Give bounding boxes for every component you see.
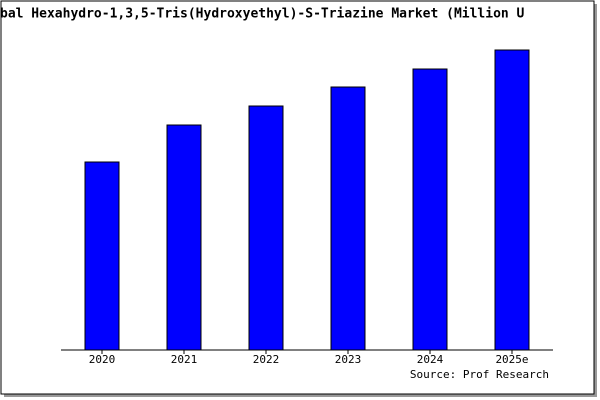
x-tick-label: 2023 [335, 353, 362, 366]
x-tick-label: 2020 [89, 353, 116, 366]
bar [412, 68, 448, 351]
x-tick-label: 2021 [171, 353, 198, 366]
bar [248, 105, 284, 351]
source: Source: Prof Research [410, 368, 549, 381]
bar [494, 49, 530, 351]
bar [84, 161, 120, 351]
chart-title: bal Hexahydro-1,3,5-Tris(Hydroxyethyl)-S… [0, 7, 525, 22]
bar [330, 86, 366, 351]
x-tick-label: 2025e [495, 353, 528, 366]
x-tick-label: 2024 [417, 353, 444, 366]
x-tick-label: 2022 [253, 353, 280, 366]
bar [166, 124, 202, 351]
